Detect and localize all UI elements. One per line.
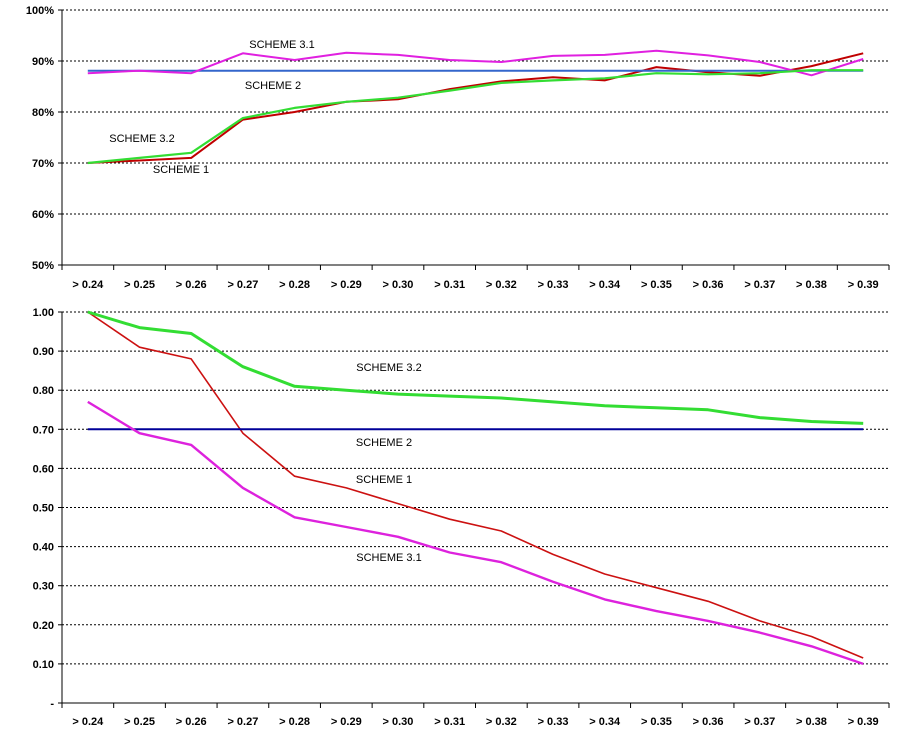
chart1-y-tick-label: 50% xyxy=(32,260,54,272)
chart2-x-tick-label: > 0.26 xyxy=(176,716,207,728)
chart1-x-tick-label: > 0.30 xyxy=(383,279,414,291)
chart1-y-tick-label: 90% xyxy=(32,56,54,68)
chart1-x-tick-label: > 0.25 xyxy=(124,279,155,291)
chart2-annotation-scheme-3-2: SCHEME 3.2 xyxy=(356,362,421,374)
chart1-annotation-scheme-3-2: SCHEME 3.2 xyxy=(109,133,174,145)
chart2-x-tick-label: > 0.31 xyxy=(434,716,465,728)
chart1-x-tick-label: > 0.38 xyxy=(796,279,827,291)
chart1-x-tick-label: > 0.35 xyxy=(641,279,672,291)
chart2-y-tick-label: 0.60 xyxy=(33,463,54,475)
chart1-annotation-scheme-2: SCHEME 2 xyxy=(245,80,301,92)
chart1-x-tick-label: > 0.31 xyxy=(434,279,465,291)
chart2-x-tick-label: > 0.38 xyxy=(796,716,827,728)
chart2-y-tick-label: 0.30 xyxy=(33,581,54,593)
chart1-series-scheme-3-1-line xyxy=(87,49,864,77)
chart2-x-tick-label: > 0.24 xyxy=(72,716,104,728)
chart2-x-tick-label: > 0.39 xyxy=(848,716,879,728)
chart2-y-tick-label: 0.50 xyxy=(33,503,54,515)
chart2-x-tick-label: > 0.37 xyxy=(744,716,775,728)
chart2-x-tick-label: > 0.27 xyxy=(227,716,258,728)
chart1-series-scheme-3-2-line xyxy=(87,69,864,165)
chart2-x-tick-label: > 0.32 xyxy=(486,716,517,728)
chart2-y-tick-label: 0.90 xyxy=(33,346,54,358)
chart1-x-tick-label: > 0.27 xyxy=(227,279,258,291)
chart1-y-tick-label: 100% xyxy=(26,5,54,17)
chart2-y-tick-label: 0.70 xyxy=(33,424,54,436)
chart2-y-tick-label: 0.10 xyxy=(33,659,54,671)
chart2-annotation-scheme-1: SCHEME 1 xyxy=(356,474,412,486)
chart1-annotation-scheme-1: SCHEME 1 xyxy=(153,164,209,176)
chart2-x-tick-label: > 0.28 xyxy=(279,716,310,728)
chart2-series-scheme-3-1-line xyxy=(87,400,864,666)
chart1-x-tick-label: > 0.39 xyxy=(848,279,879,291)
chart2-y-tick-label: 0.80 xyxy=(33,385,54,397)
chart2-series-scheme-1-line xyxy=(87,311,864,659)
chart2-x-tick-label: > 0.33 xyxy=(538,716,569,728)
chart2-x-tick-label: > 0.25 xyxy=(124,716,155,728)
chart2-x-tick-label: > 0.29 xyxy=(331,716,362,728)
chart2-annotation-scheme-3-1: SCHEME 3.1 xyxy=(356,552,421,564)
chart1-x-tick-label: > 0.24 xyxy=(72,279,104,291)
chart1-x-tick-label: > 0.33 xyxy=(538,279,569,291)
chart2-y-tick-label: 0.40 xyxy=(33,542,54,554)
chart2-y-tick-label: - xyxy=(50,698,54,710)
chart2-annotation-scheme-2: SCHEME 2 xyxy=(356,437,412,449)
chart1-x-tick-label: > 0.29 xyxy=(331,279,362,291)
chart1-x-tick-label: > 0.34 xyxy=(589,279,621,291)
chart1-y-tick-label: 80% xyxy=(32,107,54,119)
chart1-x-tick-label: > 0.37 xyxy=(744,279,775,291)
chart1-annotation-scheme-3-1: SCHEME 3.1 xyxy=(249,39,314,51)
chart1-x-tick-label: > 0.28 xyxy=(279,279,310,291)
chart1-x-tick-label: > 0.32 xyxy=(486,279,517,291)
chart2-series-scheme-3-2-line xyxy=(87,310,864,425)
chart2-y-tick-label: 1.00 xyxy=(33,307,54,319)
chart2-x-tick-label: > 0.35 xyxy=(641,716,672,728)
chart2-x-tick-label: > 0.36 xyxy=(693,716,724,728)
chart1-x-tick-label: > 0.26 xyxy=(176,279,207,291)
chart1-y-tick-label: 70% xyxy=(32,158,54,170)
chart2-x-tick-label: > 0.34 xyxy=(589,716,621,728)
chart1-y-tick-label: 60% xyxy=(32,209,54,221)
chart2-y-tick-label: 0.20 xyxy=(33,620,54,632)
chart1-x-tick-label: > 0.36 xyxy=(693,279,724,291)
chart2-x-tick-label: > 0.30 xyxy=(383,716,414,728)
